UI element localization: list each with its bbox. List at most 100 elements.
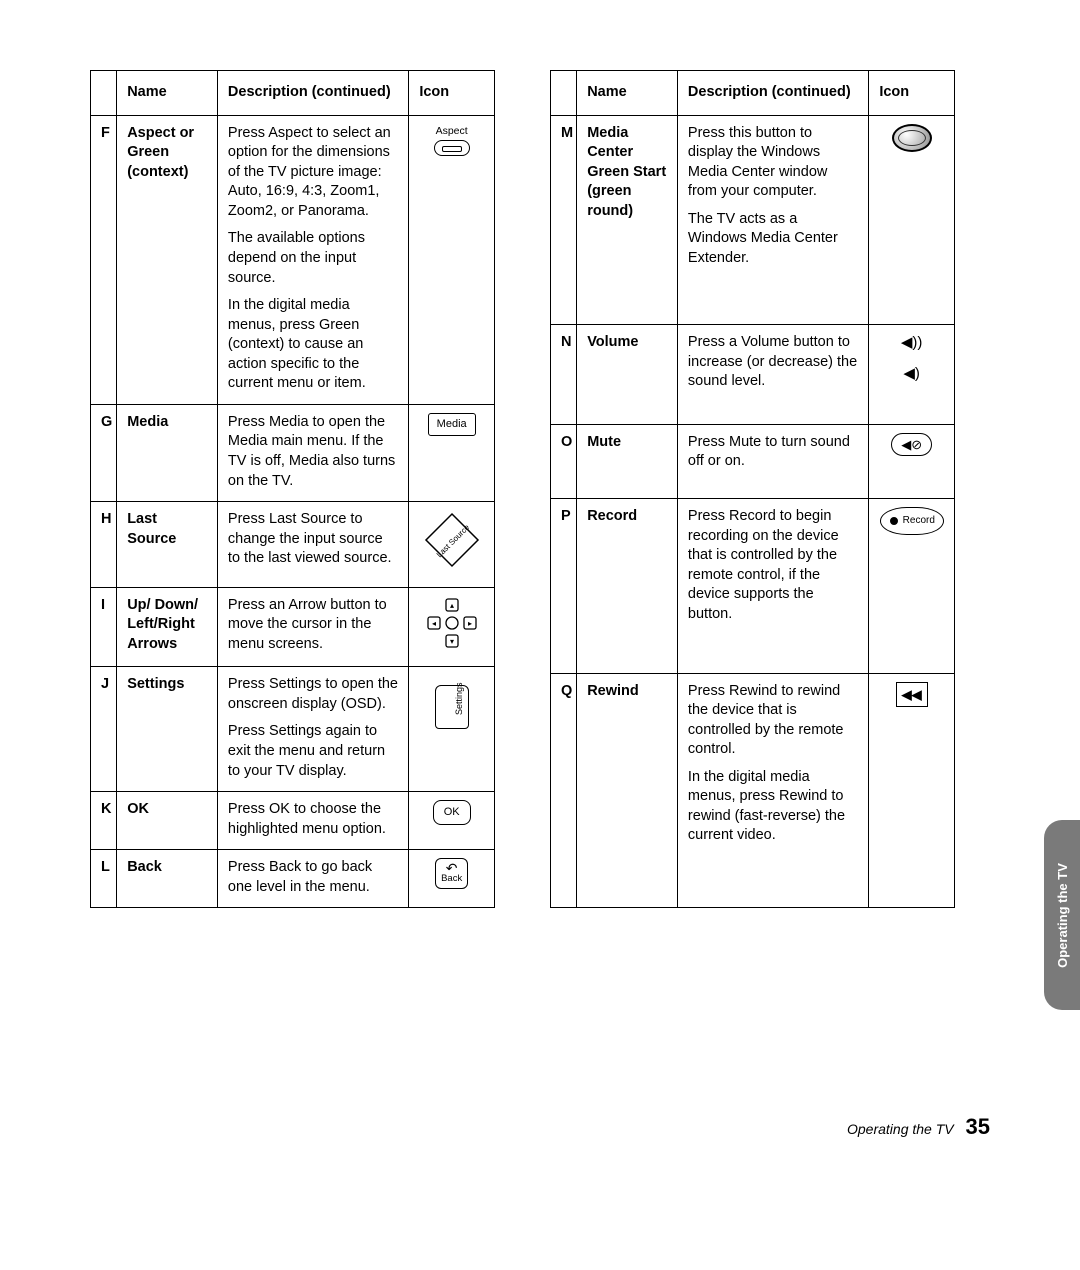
row-name: OK (117, 792, 218, 850)
description-text: Press Media to open the Media main menu.… (228, 413, 398, 491)
row-description: Press Mute to turn sound off or on. (677, 424, 868, 498)
description-text: Press Back to go back one level in the m… (228, 858, 398, 897)
col-header-desc: Description (continued) (217, 71, 408, 116)
record-icon: Record (880, 507, 944, 535)
row-description: Press OK to choose the highlighted menu … (217, 792, 408, 850)
table-row: K OK Press OK to choose the highlighted … (91, 792, 495, 850)
row-letter: M (551, 115, 577, 325)
footer-title: Operating the TV (847, 1121, 954, 1137)
row-icon: OK (409, 792, 495, 850)
col-header-name (91, 71, 117, 116)
row-letter: Q (551, 673, 577, 908)
table-row: N Volume Press a Volume button to increa… (551, 325, 955, 424)
row-name: Rewind (577, 673, 678, 908)
description-text: In the digital media menus, press Rewind… (688, 768, 858, 846)
table-row: Q Rewind Press Rewind to rewind the devi… (551, 673, 955, 908)
table-row: L Back Press Back to go back one level i… (91, 850, 495, 908)
last-source-icon: Last Source (422, 510, 482, 577)
description-text: Press Settings again to exit the menu an… (228, 722, 398, 781)
row-letter: J (91, 667, 117, 792)
section-tab-label: Operating the TV (1055, 863, 1070, 968)
svg-text:Last Source: Last Source (434, 523, 471, 560)
volume-icon: ◀)) ◀) (879, 333, 944, 384)
row-letter: F (91, 115, 117, 404)
row-icon (869, 115, 955, 325)
row-letter: H (91, 502, 117, 588)
page-footer: Operating the TV 35 (847, 1114, 990, 1140)
row-name: Media Center Green Start (green round) (577, 115, 678, 325)
section-tab: Operating the TV (1044, 820, 1080, 1010)
description-text: In the digital media menus, press Green … (228, 296, 398, 394)
col-header-name-text: Name (577, 71, 678, 116)
row-icon: Settings (409, 667, 495, 792)
row-icon: ◀⊘ (869, 424, 955, 498)
row-description: Press Back to go back one level in the m… (217, 850, 408, 908)
rewind-icon: ◀◀ (896, 682, 928, 708)
table-row: M Media Center Green Start (green round)… (551, 115, 955, 325)
row-icon: Last Source (409, 502, 495, 588)
description-text: Press Settings to open the onscreen disp… (228, 675, 398, 714)
row-icon: ◀)) ◀) (869, 325, 955, 424)
row-description: Press an Arrow button to move the cursor… (217, 587, 408, 667)
row-icon: Aspect (409, 115, 495, 404)
row-description: Press Aspect to select an option for the… (217, 115, 408, 404)
row-icon: Media (409, 404, 495, 501)
reference-table-left: Name Description (continued) Icon F Aspe… (90, 70, 495, 908)
ok-icon: OK (433, 800, 471, 825)
col-header-name-text: Name (117, 71, 218, 116)
row-name: Back (117, 850, 218, 908)
arrows-icon: ▴ ▾ ◂ ▸ (425, 638, 479, 654)
description-text: Press OK to choose the highlighted menu … (228, 800, 398, 839)
row-icon: Record (869, 499, 955, 673)
description-text: Press Rewind to rewind the device that i… (688, 682, 858, 760)
col-header-icon: Icon (869, 71, 955, 116)
mute-icon: ◀⊘ (891, 433, 932, 457)
svg-text:▾: ▾ (450, 637, 454, 646)
aspect-icon: Aspect (434, 124, 470, 163)
volume-up-icon: ◀)) (901, 333, 923, 353)
media-center-icon (892, 124, 932, 152)
media-icon: Media (428, 413, 476, 436)
row-icon: ↶Back (409, 850, 495, 908)
row-letter: P (551, 499, 577, 673)
row-letter: O (551, 424, 577, 498)
description-text: Press this button to display the Windows… (688, 124, 858, 202)
description-text: Press a Volume button to increase (or de… (688, 333, 858, 392)
table-row: P Record Press Record to begin recording… (551, 499, 955, 673)
row-name: Record (577, 499, 678, 673)
back-icon: ↶Back (435, 858, 468, 889)
row-name: Mute (577, 424, 678, 498)
row-icon: ◀◀ (869, 673, 955, 908)
row-description: Press Rewind to rewind the device that i… (677, 673, 868, 908)
row-description: Press this button to display the Windows… (677, 115, 868, 325)
row-name: Up/ Down/ Left/Right Arrows (117, 587, 218, 667)
table-row: G Media Press Media to open the Media ma… (91, 404, 495, 501)
table-row: I Up/ Down/ Left/Right Arrows Press an A… (91, 587, 495, 667)
description-text: Press an Arrow button to move the cursor… (228, 596, 398, 655)
col-header-desc: Description (continued) (677, 71, 868, 116)
footer-page-number: 35 (966, 1114, 990, 1139)
row-icon: ▴ ▾ ◂ ▸ (409, 587, 495, 667)
row-name: Volume (577, 325, 678, 424)
volume-down-icon: ◀) (903, 364, 920, 384)
row-name: Settings (117, 667, 218, 792)
description-text: Press Last Source to change the input so… (228, 510, 398, 569)
description-text: Press Aspect to select an option for the… (228, 124, 398, 222)
table-row: H Last Source Press Last Source to chang… (91, 502, 495, 588)
page-body: Name Description (continued) Icon F Aspe… (0, 0, 1080, 948)
row-name: Aspect or Green (context) (117, 115, 218, 404)
description-text: Press Mute to turn sound off or on. (688, 433, 858, 472)
svg-text:▸: ▸ (468, 619, 472, 628)
svg-text:▴: ▴ (450, 601, 454, 610)
row-description: Press a Volume button to increase (or de… (677, 325, 868, 424)
row-letter: L (91, 850, 117, 908)
description-text: The TV acts as a Windows Media Center Ex… (688, 210, 858, 269)
row-letter: N (551, 325, 577, 424)
row-name: Media (117, 404, 218, 501)
row-letter: G (91, 404, 117, 501)
row-description: Press Record to begin recording on the d… (677, 499, 868, 673)
description-text: Press Record to begin recording on the d… (688, 507, 858, 624)
settings-icon: Settings (435, 675, 469, 729)
reference-table-right: Name Description (continued) Icon M Medi… (550, 70, 955, 908)
row-description: Press Last Source to change the input so… (217, 502, 408, 588)
